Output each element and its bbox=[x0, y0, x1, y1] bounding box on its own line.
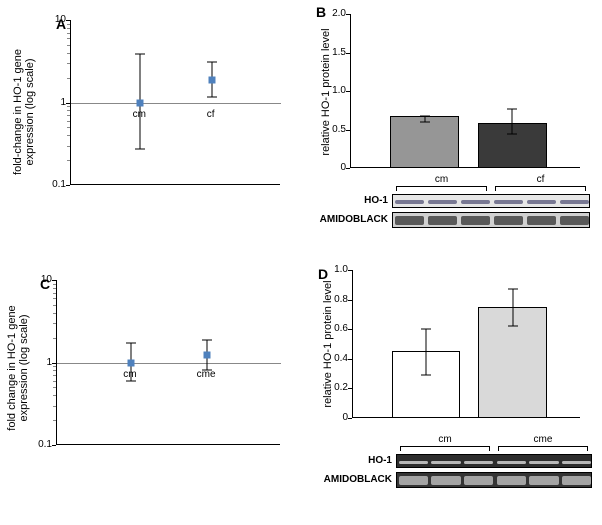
ytick-label: 0.4 bbox=[328, 353, 348, 364]
data-marker bbox=[204, 351, 211, 358]
panel-c-yaxis-label: fold change in HO-1 geneexpression (log … bbox=[6, 288, 30, 448]
ytick-label: 1 bbox=[28, 357, 52, 368]
blot-header-label: cm bbox=[425, 434, 465, 445]
ytick-label: 1.0 bbox=[328, 264, 348, 275]
ytick-label: 0.8 bbox=[328, 294, 348, 305]
ytick-label: 1.0 bbox=[326, 85, 346, 96]
blot-row bbox=[396, 472, 592, 488]
blot-row bbox=[396, 454, 592, 468]
panel-d-chart bbox=[352, 270, 580, 418]
blot-row bbox=[392, 212, 590, 228]
bar bbox=[390, 116, 459, 168]
blot-row-label: HO-1 bbox=[316, 455, 392, 466]
blot-row-label: AMIDOBLACK bbox=[312, 214, 388, 225]
ytick-label: 0.1 bbox=[28, 439, 52, 450]
blot-row-label: AMIDOBLACK bbox=[316, 474, 392, 485]
ytick-label: 10 bbox=[28, 274, 52, 285]
ytick-label: 0.6 bbox=[328, 323, 348, 334]
blot-header-label: cm bbox=[422, 174, 462, 185]
ytick-label: 2.0 bbox=[326, 8, 346, 19]
xtick-label: cme bbox=[186, 369, 226, 380]
xtick-label: cf bbox=[191, 109, 231, 120]
data-marker bbox=[127, 359, 134, 366]
panel-c-chart bbox=[56, 280, 280, 445]
blot-row bbox=[392, 194, 590, 208]
ytick-label: 0.5 bbox=[326, 124, 346, 135]
xtick-label: cm bbox=[119, 109, 159, 120]
ytick-label: 1 bbox=[42, 97, 66, 108]
ytick-label: 0.1 bbox=[42, 179, 66, 190]
xtick-label: cm bbox=[110, 369, 150, 380]
ytick-label: 10 bbox=[42, 14, 66, 25]
data-marker bbox=[208, 76, 215, 83]
blot-row-label: HO-1 bbox=[312, 195, 388, 206]
data-marker bbox=[137, 99, 144, 106]
panel-b-chart bbox=[350, 14, 580, 168]
ytick-label: 0 bbox=[326, 162, 346, 173]
ytick-label: 1.5 bbox=[326, 47, 346, 58]
panel-d-yaxis-label: relative HO-1 protein level bbox=[322, 264, 334, 424]
ytick-label: 0 bbox=[328, 412, 348, 423]
panel-a-chart bbox=[70, 20, 280, 185]
ytick-label: 0.2 bbox=[328, 382, 348, 393]
blot-header-label: cme bbox=[523, 434, 563, 445]
panel-a-yaxis-label: fold-change in HO-1 geneexpression (log … bbox=[12, 32, 36, 192]
blot-header-label: cf bbox=[521, 174, 561, 185]
